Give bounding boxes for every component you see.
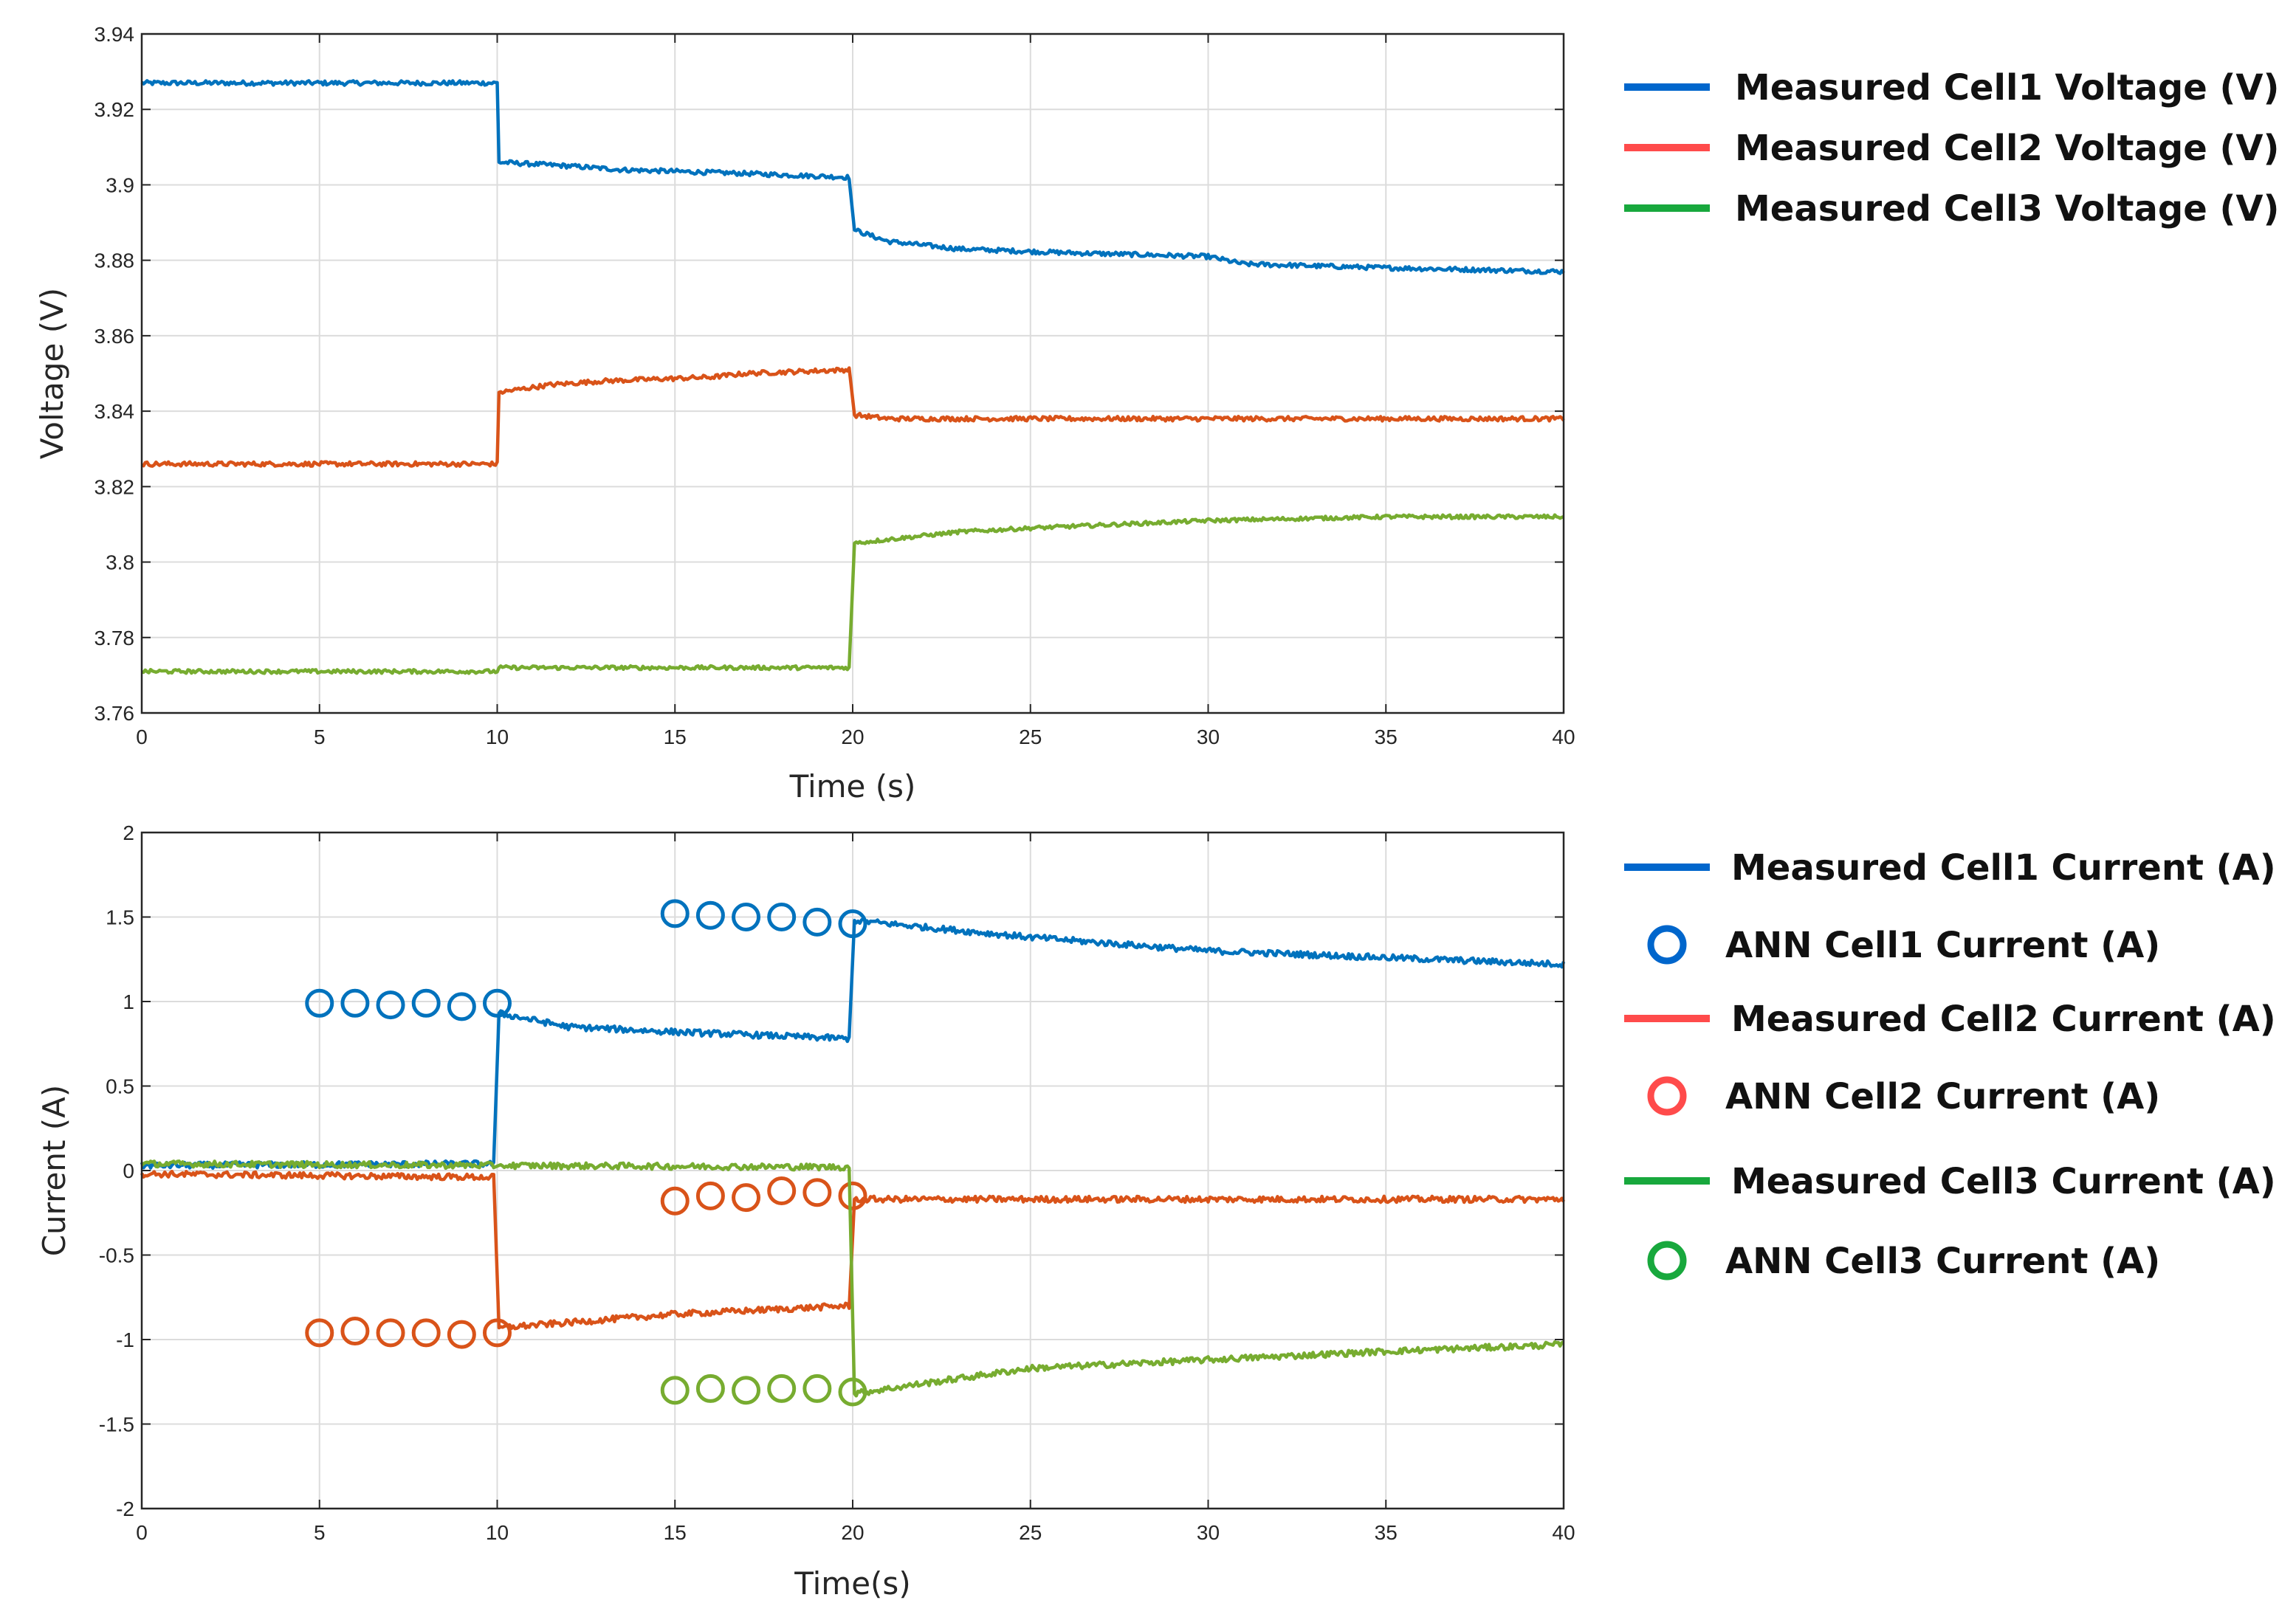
y-tick-label: 1 <box>123 990 134 1013</box>
x-tick-label: 5 <box>314 725 326 748</box>
y-tick-label: 3.88 <box>94 249 135 272</box>
x-tick-label: 40 <box>1552 725 1575 748</box>
current-series <box>140 899 1566 1407</box>
y-tick-label: -1.5 <box>99 1413 134 1436</box>
y-tick-label: -0.5 <box>99 1244 134 1267</box>
ann-cell3-current-a-marker <box>767 1373 797 1403</box>
x-tick-label: 35 <box>1375 725 1398 748</box>
ann-cell1-current-a-marker <box>340 988 370 1018</box>
ann-cell3-current-a-marker <box>695 1373 725 1403</box>
y-tick-label: 3.82 <box>94 475 135 498</box>
ann-cell2-current-a-marker <box>838 1181 867 1210</box>
x-tick-label: 30 <box>1197 1521 1220 1544</box>
ann-cell2-current-a-marker <box>483 1318 512 1348</box>
x-tick-label: 40 <box>1552 1521 1575 1544</box>
measured-cell3-voltage-v-line <box>141 513 1564 675</box>
x-tick-label: 0 <box>136 725 148 748</box>
measured-cell1-current-a-line <box>140 917 1566 1171</box>
x-tick-label: 10 <box>486 1521 509 1544</box>
ann-cell1-current-a-marker <box>483 988 512 1018</box>
x-tick-label: 20 <box>841 1521 864 1544</box>
voltage-series <box>140 79 1565 675</box>
ann-cell3-current-a-marker <box>838 1377 867 1407</box>
voltage-y-axis-label: Voltage (V) <box>34 288 70 459</box>
current-ticks: 0 5 10 15 20 25 30 35 40 -2 -1.5 -1 -0.5 0 0.5 1 1.5 2 <box>99 821 1575 1544</box>
x-tick-label: 25 <box>1019 725 1042 748</box>
y-tick-label: 2 <box>123 821 134 844</box>
ann-cell2-current-a-marker <box>767 1176 797 1205</box>
measured-cell1-current-a-legend-label: Measured Cell1 Current (A) <box>1731 847 2276 889</box>
ann-cell1-current-a-marker <box>660 899 690 928</box>
y-tick-label: -2 <box>116 1497 134 1520</box>
ann-cell3-current-a-marker <box>660 1376 690 1405</box>
y-tick-label: 3.78 <box>94 627 135 649</box>
ann-cell2-current-a-marker <box>376 1318 405 1348</box>
x-tick-label: 5 <box>314 1521 326 1544</box>
x-tick-label: 10 <box>486 725 509 748</box>
ann-cell2-current-a-marker <box>660 1186 690 1216</box>
current-y-axis-label: Current (A) <box>36 1085 72 1257</box>
x-tick-label: 15 <box>664 1521 687 1544</box>
ann-cell1-current-a-legend-swatch <box>1647 925 1687 965</box>
x-tick-label: 20 <box>841 725 864 748</box>
ann-cell1-current-a-marker <box>305 988 334 1018</box>
voltage-chart: 0 5 10 15 20 25 30 35 40 3.76 3.78 3.8 3.82 3.84 3.86 3… <box>34 23 2279 804</box>
ann-cell1-current-a-marker <box>411 988 441 1018</box>
y-tick-label: -1 <box>116 1328 134 1351</box>
ann-cell2-current-a-marker <box>340 1317 370 1346</box>
ann-cell2-current-a-marker <box>802 1178 832 1207</box>
y-tick-label: 1.5 <box>106 906 134 929</box>
x-tick-label: 25 <box>1019 1521 1042 1544</box>
current-legend: Measured Cell1 Current (A) ANN Cell1 Curr… <box>1624 847 2276 1282</box>
x-tick-label: 35 <box>1375 1521 1398 1544</box>
current-x-axis-label: Time(s) <box>794 1565 910 1602</box>
measured-cell1-voltage-v-legend-label: Measured Cell1 Voltage (V) <box>1735 67 2279 108</box>
ann-cell1-current-a-marker <box>732 903 761 931</box>
measured-cell2-voltage-v-legend-label: Measured Cell2 Voltage (V) <box>1735 128 2279 169</box>
ann-cell2-current-a-marker <box>411 1318 441 1348</box>
ann-cell1-current-a-marker <box>767 903 797 931</box>
x-tick-label: 30 <box>1197 725 1220 748</box>
ann-cell3-current-a-legend-label: ANN Cell3 Current (A) <box>1725 1241 2160 1282</box>
y-tick-label: 3.84 <box>94 400 135 423</box>
voltage-ticks: 0 5 10 15 20 25 30 35 40 3.76 3.78 3.8 3.82 3.84 3.86 3… <box>94 23 1575 748</box>
x-tick-label: 15 <box>664 725 687 748</box>
ann-cell3-current-a-marker <box>732 1376 761 1405</box>
ann-cell2-current-a-marker <box>695 1181 725 1210</box>
ann-cell1-current-a-marker <box>376 990 405 1020</box>
measured-cell2-voltage-v-line <box>140 366 1565 468</box>
y-tick-label: 3.9 <box>106 173 134 196</box>
voltage-legend: Measured Cell1 Voltage (V) Measured Cell2… <box>1624 67 2279 230</box>
y-tick-label: 3.8 <box>106 551 134 574</box>
ann-cell1-current-a-marker <box>802 907 832 937</box>
voltage-x-axis-label: Time (s) <box>789 768 916 804</box>
ann-cell2-current-a-marker <box>305 1318 334 1348</box>
measured-cell2-current-a-legend-label: Measured Cell2 Current (A) <box>1731 999 2276 1040</box>
y-tick-label: 0.5 <box>106 1075 134 1098</box>
ann-cell1-current-a-marker <box>838 909 867 939</box>
ann-cell1-current-a-legend-label: ANN Cell1 Current (A) <box>1725 925 2160 966</box>
current-chart: 0 5 10 15 20 25 30 35 40 -2 -1.5 -1 -0.5 0 0.5 1 1.5 2 Ti… <box>36 821 2276 1602</box>
ann-cell2-current-a-legend-swatch <box>1647 1076 1687 1116</box>
y-tick-label: 3.86 <box>94 325 135 348</box>
measured-cell3-voltage-v-legend-label: Measured Cell3 Voltage (V) <box>1735 188 2279 230</box>
measured-cell1-voltage-v-line <box>140 79 1565 275</box>
y-tick-label: 0 <box>123 1159 134 1182</box>
ann-cell2-current-a-marker <box>732 1183 761 1213</box>
ann-cell2-current-a-legend-label: ANN Cell2 Current (A) <box>1725 1076 2160 1117</box>
ann-cell3-current-a-legend-swatch <box>1647 1241 1687 1281</box>
measured-cell3-current-a-legend-label: Measured Cell3 Current (A) <box>1731 1161 2276 1202</box>
ann-cell2-current-a-marker <box>447 1320 476 1349</box>
ann-cell1-current-a-marker <box>695 900 725 930</box>
x-tick-label: 0 <box>136 1521 148 1544</box>
y-tick-label: 3.76 <box>94 702 135 725</box>
measured-cell2-current-a-line <box>140 1169 1565 1331</box>
y-tick-label: 3.92 <box>94 98 135 121</box>
y-tick-label: 3.94 <box>94 23 135 46</box>
ann-cell1-current-a-marker <box>447 992 476 1021</box>
ann-cell3-current-a-marker <box>802 1373 832 1403</box>
measured-cell3-current-a-line <box>140 1159 1565 1398</box>
